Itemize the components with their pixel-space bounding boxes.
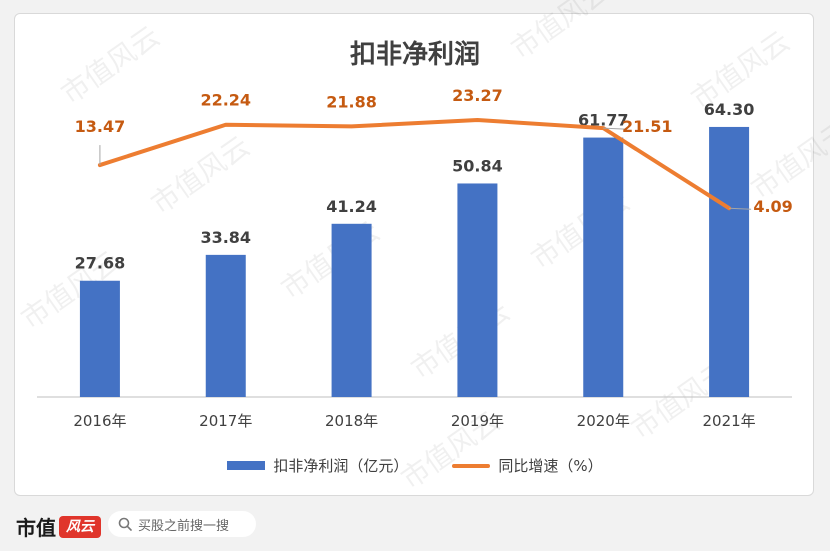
bar bbox=[79, 280, 120, 397]
bar-value-label: 33.84 bbox=[200, 228, 251, 247]
leader-line bbox=[729, 207, 752, 210]
legend-item-profit: 扣非净利润（亿元） bbox=[227, 455, 408, 476]
x-tick-label: 2020年 bbox=[577, 412, 630, 430]
bar bbox=[331, 223, 372, 397]
watermark-text: 市值风云 bbox=[745, 114, 830, 205]
legend-swatch-line bbox=[452, 463, 491, 468]
search-placeholder: 买股之前搜一搜 bbox=[138, 518, 230, 534]
bar-value-label: 50.84 bbox=[452, 156, 503, 175]
bar bbox=[457, 183, 498, 397]
bar-value-label: 61.77 bbox=[578, 111, 629, 130]
line-value-label: 23.27 bbox=[452, 86, 503, 105]
watermark-text: 市值风云 bbox=[145, 129, 256, 220]
brand-badge: 风云 bbox=[59, 515, 101, 538]
line-value-label: 13.47 bbox=[75, 117, 126, 136]
legend-item-growth: 同比增速（%） bbox=[452, 455, 603, 476]
legend-swatch-bar bbox=[227, 461, 266, 470]
chart-title: 扣非净利润 bbox=[349, 40, 480, 70]
line-value-label: 21.51 bbox=[622, 117, 673, 136]
legend: 扣非净利润（亿元） 同比增速（%） bbox=[0, 455, 830, 476]
x-tick-label: 2017年 bbox=[199, 412, 252, 430]
brand-logo: 市值 风云 bbox=[16, 512, 101, 541]
search-icon bbox=[118, 517, 132, 531]
bar-value-label: 27.68 bbox=[75, 254, 126, 273]
leader-line bbox=[603, 127, 626, 130]
x-tick-label: 2021年 bbox=[702, 412, 755, 430]
footer: 市值 风云 买股之前搜一搜 bbox=[0, 498, 830, 551]
line-value-label: 4.09 bbox=[753, 197, 792, 216]
bar-value-label: 64.30 bbox=[704, 100, 755, 119]
line-value-label: 21.88 bbox=[326, 92, 377, 111]
x-tick-label: 2019年 bbox=[451, 412, 504, 430]
legend-label-profit: 扣非净利润（亿元） bbox=[273, 457, 409, 475]
search-box[interactable]: 买股之前搜一搜 bbox=[108, 511, 256, 537]
bar bbox=[709, 126, 750, 397]
legend-label-growth: 同比增速（%） bbox=[498, 457, 603, 475]
x-tick-label: 2018年 bbox=[325, 412, 378, 430]
bar bbox=[205, 254, 246, 397]
bar-value-label: 41.24 bbox=[326, 197, 377, 216]
chart-card bbox=[14, 13, 814, 496]
line-value-label: 22.24 bbox=[200, 91, 251, 110]
growth-line bbox=[97, 118, 732, 211]
bar bbox=[583, 137, 624, 398]
x-tick-label: 2016年 bbox=[73, 412, 126, 430]
brand-name: 市值 bbox=[16, 516, 56, 540]
